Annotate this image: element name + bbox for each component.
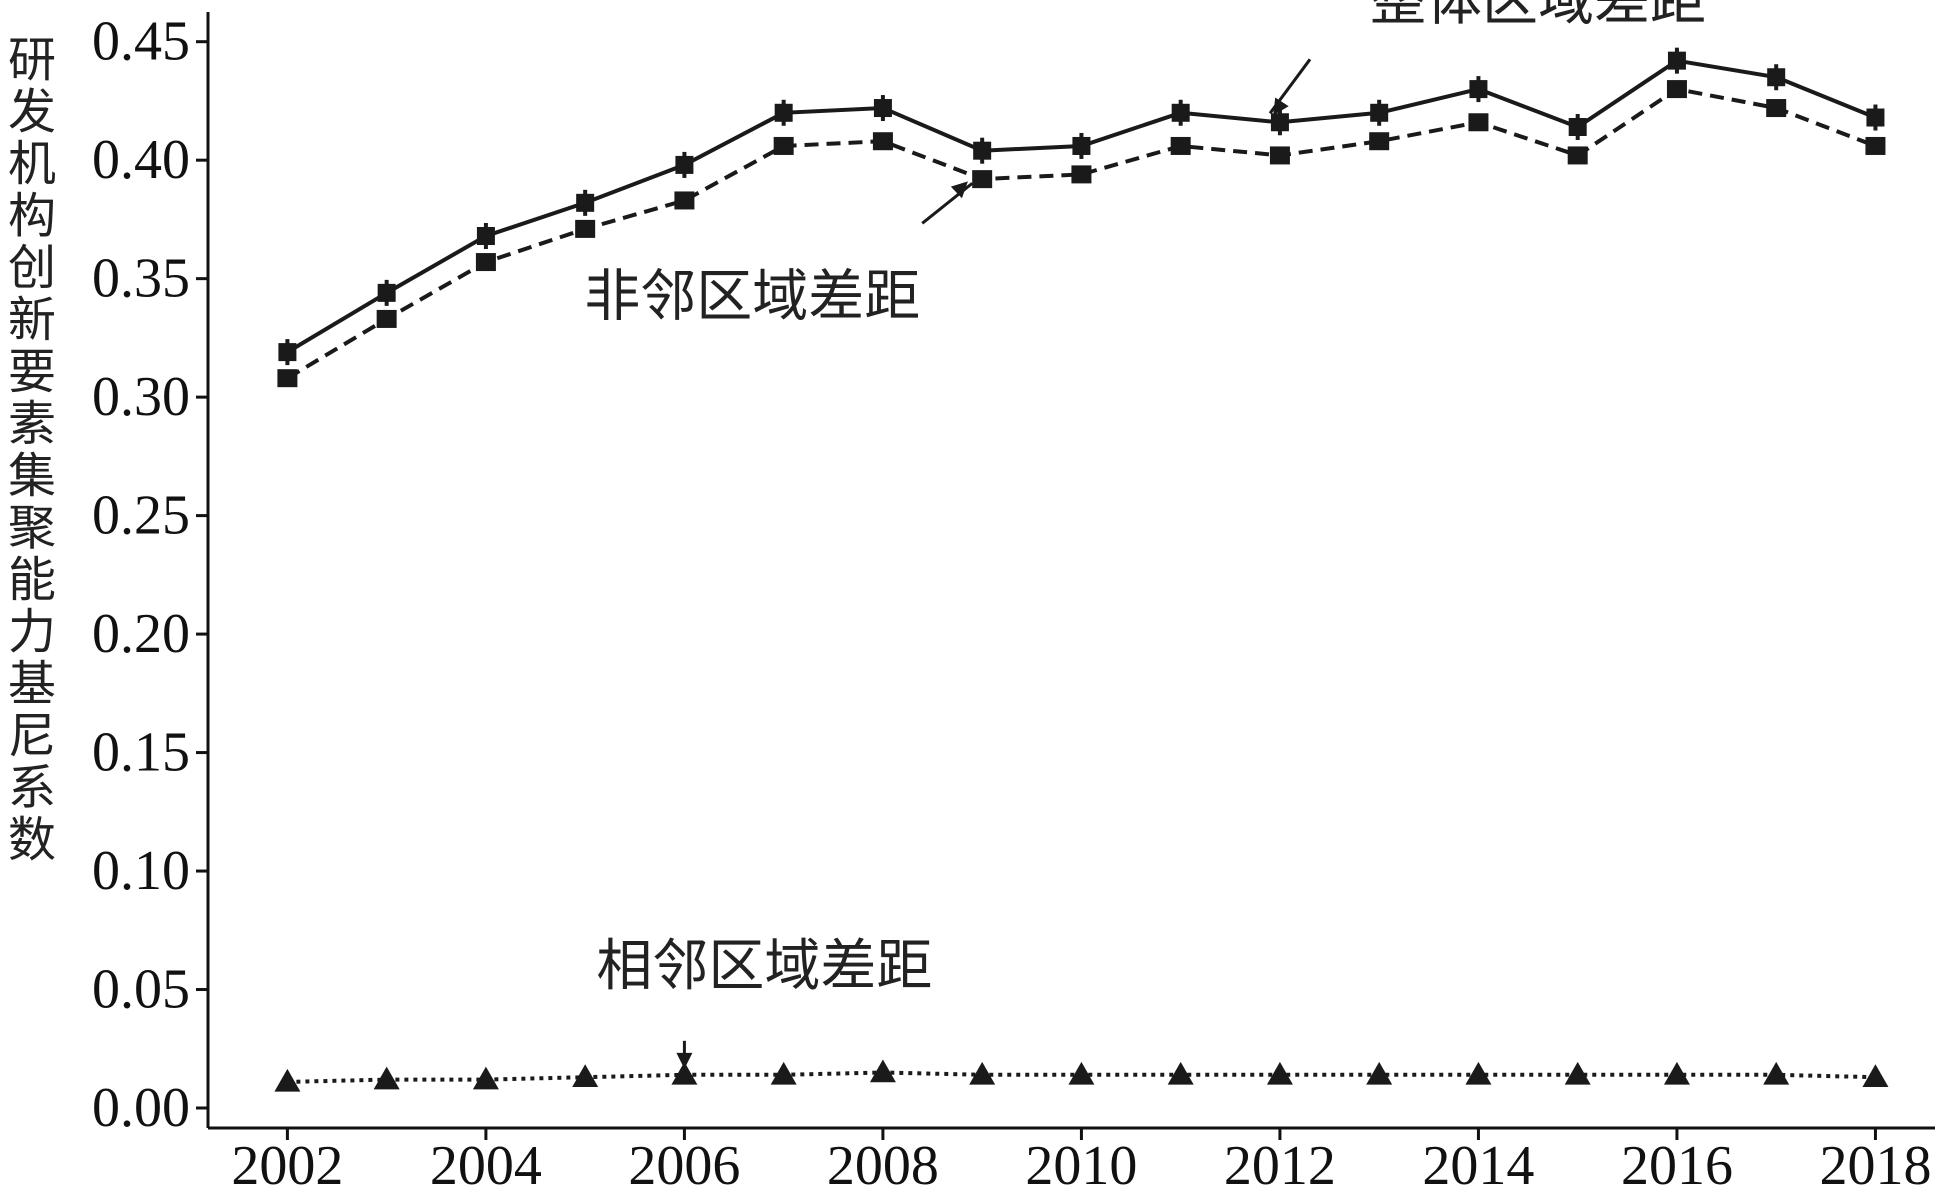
y-axis-label-char: 集: [7, 448, 56, 504]
annotation-arrow-head: [950, 181, 968, 199]
y-tick-label: 0.10: [92, 840, 190, 902]
y-tick-label: 0.25: [92, 485, 190, 547]
data-point-square: [277, 369, 298, 388]
y-tick-label: 0.15: [92, 722, 190, 784]
y-tick-label: 0.30: [92, 366, 190, 428]
data-point-square: [674, 191, 695, 210]
data-point-triangle: [274, 1068, 301, 1092]
y-axis-label-char: 创: [7, 240, 56, 296]
data-point-triangle: [869, 1059, 896, 1083]
y-axis-label-char: 数: [7, 812, 56, 868]
y-axis-label-char: 发: [7, 84, 56, 140]
y-axis-label-char: 要: [7, 344, 56, 400]
x-tick-label: 2006: [628, 1135, 740, 1189]
y-axis-label-char: 研: [7, 32, 56, 88]
y-axis-label-char: 基: [7, 656, 56, 712]
data-point-square: [1071, 165, 1092, 184]
data-point-square: [972, 170, 993, 189]
y-tick-label: 0.45: [92, 11, 190, 73]
data-point-square: [1269, 146, 1290, 165]
data-point-square: [1567, 146, 1588, 165]
y-tick-label: 0.05: [92, 959, 190, 1021]
data-point-triangle: [969, 1061, 996, 1085]
data-point-triangle: [1068, 1061, 1095, 1085]
data-point-square: [575, 219, 596, 238]
x-tick-label: 2018: [1819, 1135, 1931, 1189]
data-point-square: [1865, 136, 1886, 155]
y-tick-label: 0.40: [92, 129, 190, 191]
x-tick-label: 2002: [231, 1135, 343, 1189]
data-point-square: [475, 253, 496, 272]
data-point-triangle: [1266, 1061, 1293, 1085]
data-point-triangle: [770, 1061, 797, 1085]
y-axis-label-char: 力: [7, 604, 56, 660]
data-point-triangle: [1564, 1061, 1591, 1085]
y-axis-label-char: 系: [7, 760, 56, 816]
annotation-label: 相邻区域差距: [596, 934, 932, 999]
y-axis-label-char: 能: [7, 552, 56, 608]
data-point-square: [773, 136, 794, 155]
series-line: [286, 58, 1877, 354]
data-point-square: [1468, 113, 1489, 132]
y-axis-label-char: 素: [7, 396, 56, 452]
data-point-triangle: [472, 1066, 499, 1090]
y-tick-label: 0.00: [92, 1077, 190, 1139]
data-point-square: [1766, 99, 1787, 118]
y-axis-label-char: 尼: [7, 708, 56, 764]
data-point-triangle: [1167, 1061, 1194, 1085]
annotation-label: 整体区域差距: [1370, 0, 1706, 33]
annotation-arrow-head: [676, 1052, 693, 1069]
series-line: [286, 86, 1877, 380]
x-tick-label: 2014: [1422, 1135, 1534, 1189]
data-point-square: [376, 309, 397, 328]
x-tick-label: 2004: [430, 1135, 542, 1189]
data-point-triangle: [1862, 1064, 1889, 1087]
data-point-triangle: [1465, 1061, 1492, 1085]
x-tick-label: 2016: [1621, 1135, 1733, 1189]
x-tick-label: 2010: [1025, 1135, 1137, 1189]
data-point-triangle: [572, 1064, 599, 1087]
data-point-triangle: [1663, 1061, 1690, 1085]
x-tick-label: 2008: [827, 1135, 939, 1189]
y-tick-label: 0.35: [92, 248, 190, 310]
data-point-triangle: [1763, 1061, 1790, 1085]
data-point-square: [1369, 132, 1390, 151]
y-axis-label-char: 新: [7, 292, 56, 348]
y-axis-label-char: 构: [7, 188, 56, 244]
data-point-square: [1666, 80, 1687, 99]
y-axis-label-char: 聚: [7, 500, 56, 556]
annotation-label: 非邻区域差距: [584, 264, 920, 329]
x-tick-label: 2012: [1224, 1135, 1336, 1189]
data-point-square: [872, 132, 893, 151]
annotation-arrow-head: [1273, 97, 1289, 116]
data-point-triangle: [1366, 1061, 1393, 1085]
y-axis-label-char: 机: [7, 136, 56, 192]
y-tick-label: 0.20: [92, 603, 190, 665]
data-point-triangle: [373, 1066, 400, 1090]
data-point-triangle: [671, 1061, 698, 1085]
data-point-square: [1170, 136, 1191, 155]
